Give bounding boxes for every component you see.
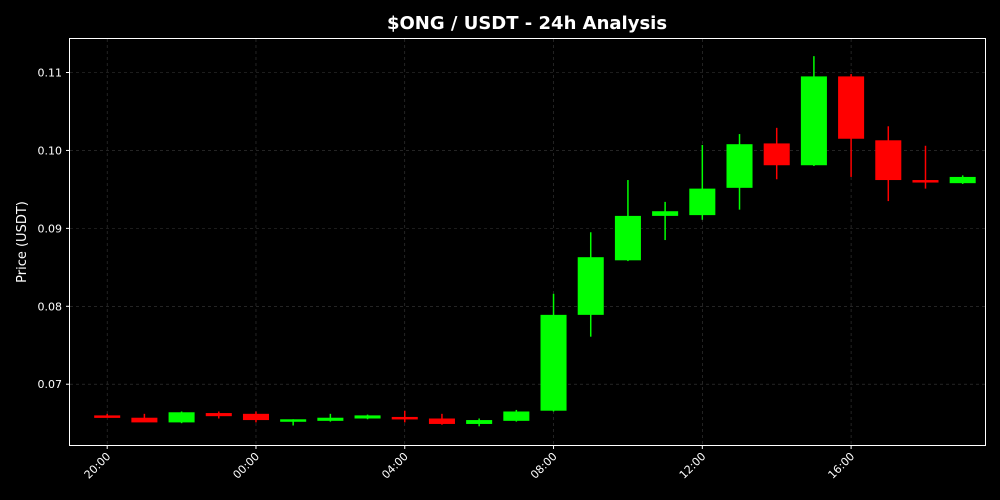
candle-body: [131, 417, 158, 423]
candle-body: [280, 419, 307, 422]
y-tick-label: 0.08: [38, 300, 63, 313]
candle-up: [354, 414, 381, 420]
candle-down: [838, 74, 865, 177]
candle-body: [726, 144, 753, 188]
candle-down: [912, 145, 939, 189]
candle-up: [577, 232, 604, 337]
candle-up: [280, 419, 307, 426]
candle-up: [949, 175, 976, 184]
candle-down: [205, 411, 232, 419]
candle-up: [168, 411, 195, 424]
candle-body: [168, 412, 195, 423]
chart-title: $ONG / USDT - 24h Analysis: [387, 13, 667, 34]
y-tick-label: 0.07: [38, 378, 63, 391]
candle-body: [205, 413, 232, 417]
candle-up: [614, 180, 641, 262]
candle-body: [763, 143, 790, 166]
candle-body: [317, 417, 344, 421]
y-axis-label: Price (USDT): [15, 201, 30, 283]
candle-body: [949, 176, 976, 184]
y-tick-label: 0.09: [38, 222, 63, 235]
candles: [94, 56, 976, 427]
y-tick-label: 0.11: [38, 67, 63, 80]
plot-frame: [69, 38, 986, 446]
candle-down: [875, 126, 902, 202]
candle-body: [912, 180, 939, 183]
candle-up: [689, 144, 716, 220]
y-axis: 0.07 0.08 0.09 0.10 0.11: [38, 67, 70, 391]
candle-down: [242, 411, 269, 423]
candle-body: [800, 76, 827, 166]
candle-up: [503, 409, 530, 422]
candle-up: [540, 293, 567, 412]
candle-down: [391, 410, 418, 423]
candle-body: [652, 211, 679, 216]
candle-body: [689, 188, 716, 216]
candle-up: [317, 413, 344, 422]
candle-down: [428, 413, 455, 425]
candle-body: [428, 418, 455, 424]
y-tick-label: 0.10: [38, 144, 63, 157]
candle-up: [466, 418, 493, 427]
candle-body: [577, 257, 604, 315]
candle-down: [763, 127, 790, 180]
candle-body: [503, 411, 530, 421]
candle-body: [242, 413, 269, 421]
candle-body: [94, 415, 121, 418]
candle-body: [540, 314, 567, 411]
candle-up: [652, 201, 679, 241]
candle-down: [131, 413, 158, 423]
candle-body: [875, 140, 902, 181]
candle-up: [726, 134, 753, 210]
candle-body: [614, 215, 641, 261]
candle-body: [391, 416, 418, 420]
candle-up: [800, 56, 827, 167]
candle-body: [354, 415, 381, 419]
candle-body: [466, 420, 493, 424]
candle-body: [838, 76, 865, 139]
candle-down: [94, 413, 121, 418]
